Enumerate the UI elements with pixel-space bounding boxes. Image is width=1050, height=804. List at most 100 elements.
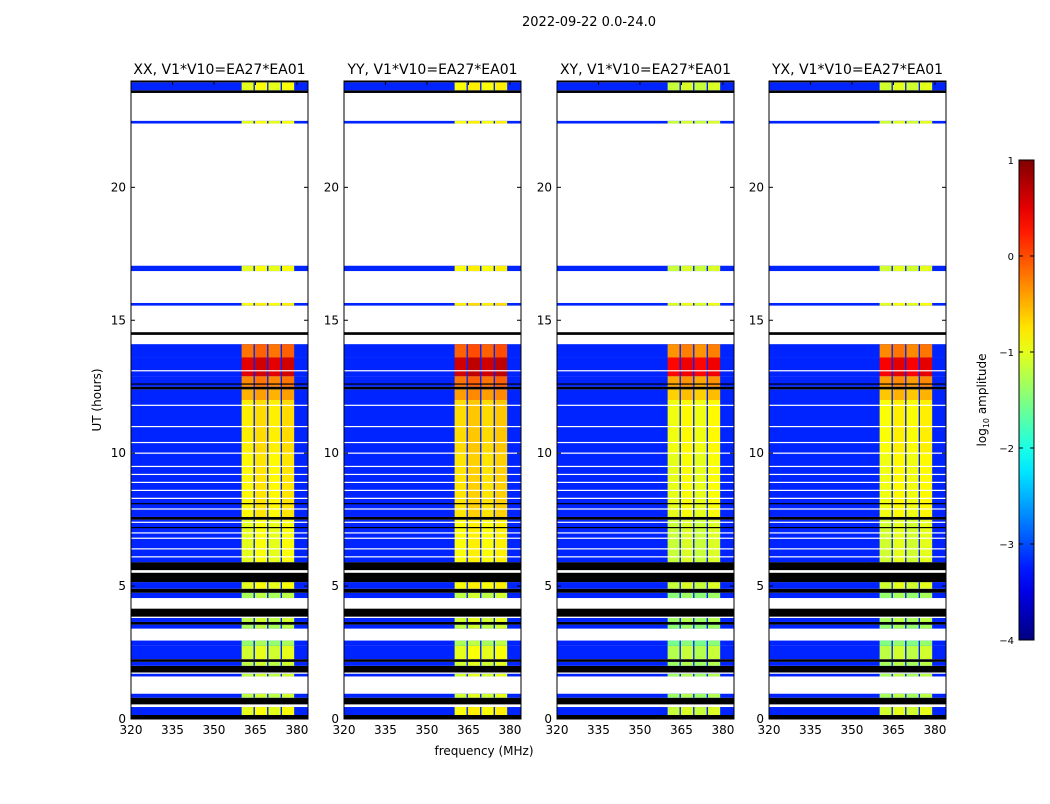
heatmap-cell-hot-band [454, 707, 467, 716]
flagged-segment [557, 608, 734, 617]
heatmap-cell-hot-band [495, 389, 508, 400]
y-tick-label: 0 [118, 712, 126, 726]
heatmap-cell-background [557, 693, 734, 698]
heatmap-cell-hot-band [254, 265, 268, 272]
heatmap-cell-background [344, 376, 521, 387]
heatmap-cell-hot-band [495, 376, 508, 387]
gap-line [344, 465, 521, 468]
heatmap-cell-hot-band [282, 592, 295, 599]
gap-line [344, 452, 521, 454]
heatmap-cell-background [769, 640, 946, 646]
flagged-segment [344, 697, 521, 705]
gap-line [131, 527, 308, 529]
colorbar-tick-label: 0 [1008, 252, 1014, 263]
heatmap-cell-hot-band [680, 389, 694, 400]
x-tick-label: 350 [841, 723, 864, 737]
flagged-segment [769, 81, 946, 83]
heatmap-cell-hot-band [241, 707, 254, 716]
flagged-segment [557, 665, 734, 673]
heatmap-cell-hot-band [481, 389, 494, 400]
gap-line [557, 521, 734, 523]
heatmap-cell-hot-band [708, 693, 721, 698]
heatmap-cell-hot-band [667, 673, 680, 677]
heatmap-cell-background [131, 645, 308, 660]
heatmap-cell-background [131, 376, 308, 387]
heatmap-cell-background [557, 640, 734, 646]
gap-line [131, 383, 308, 385]
flagged-segment [344, 332, 521, 335]
heatmap-cell-hot-band [920, 357, 933, 377]
gap-line [769, 503, 946, 505]
heatmap-cell-hot-band [920, 120, 933, 124]
heatmap-cell-hot-band [467, 453, 481, 517]
heatmap-cell-hot-band [694, 82, 707, 91]
gap-line [769, 497, 946, 499]
gap-line [557, 489, 734, 491]
heatmap-cell-hot-band [680, 617, 694, 622]
y-tick-label: 15 [537, 313, 552, 327]
heatmap-cell-hot-band [282, 302, 295, 306]
flagged-segment [557, 332, 734, 335]
heatmap-cell-hot-band [906, 302, 919, 306]
heatmap-cell-hot-band [906, 693, 919, 698]
heatmap-cell-background [557, 389, 734, 400]
gap-line [344, 532, 521, 534]
heatmap-cell-hot-band [694, 376, 707, 387]
heatmap-cell-hot-band [254, 357, 268, 377]
heatmap-cell-hot-band [708, 376, 721, 387]
heatmap-cell-hot-band [282, 661, 295, 666]
heatmap-cell-hot-band [467, 389, 481, 400]
flagged-segment [131, 81, 308, 83]
heatmap-cell-background [344, 673, 521, 677]
flagged-segment [131, 621, 308, 625]
heatmap-cell-hot-band [495, 519, 508, 563]
heatmap-cell-hot-band [454, 519, 467, 563]
panel-0: XX, V1*V10=EA27*EA01 0 5 10 15 20 320 335 350 365… [111, 62, 309, 737]
heatmap-cell-background [344, 344, 521, 358]
gap-line [557, 473, 734, 476]
heatmap-cell-background [344, 693, 521, 698]
heatmap-cell-background [344, 640, 521, 646]
heatmap-cell-hot-band [467, 519, 481, 563]
heatmap-cell-background [557, 617, 734, 622]
heatmap-cell-hot-band [879, 592, 892, 599]
heatmap-cell-hot-band [906, 617, 919, 622]
heatmap-cell-background [131, 617, 308, 622]
heatmap-cell-background [131, 592, 308, 599]
heatmap-cell-hot-band [481, 645, 494, 660]
flagged-segment [769, 332, 946, 335]
flagged-segment [131, 715, 308, 719]
heatmap-cell-hot-band [241, 389, 254, 400]
heatmap-cell-hot-band [495, 693, 508, 698]
gap-line [557, 503, 734, 505]
panel-frame [343, 80, 522, 720]
heatmap-cell-hot-band [467, 592, 481, 599]
flagged-segment [557, 516, 734, 520]
heatmap-cell-hot-band [282, 707, 295, 716]
heatmap-cell-hot-band [481, 376, 494, 387]
heatmap-cell-hot-band [694, 302, 707, 306]
heatmap-cell-hot-band [680, 673, 694, 677]
y-tick-label: 10 [111, 446, 126, 460]
heatmap-cell-hot-band [892, 302, 906, 306]
panel-frame [768, 80, 947, 720]
heatmap-cell-background [557, 265, 734, 272]
heatmap-cell-background [557, 120, 734, 124]
x-tick-label: 350 [416, 723, 439, 737]
heatmap-cell-hot-band [879, 344, 892, 358]
gap-line [557, 508, 734, 510]
heatmap-cell-hot-band [708, 357, 721, 377]
heatmap-cell-hot-band [454, 661, 467, 666]
heatmap-cell-hot-band [920, 376, 933, 387]
gap-line [131, 497, 308, 499]
heatmap-cell-hot-band [268, 582, 281, 589]
gap-line [557, 497, 734, 499]
flagged-segment [131, 572, 308, 583]
heatmap-cell-background [769, 673, 946, 677]
heatmap-cell-hot-band [481, 617, 494, 622]
flagged-segment [344, 516, 521, 520]
heatmap-cell-hot-band [708, 707, 721, 716]
heatmap-cell-hot-band [241, 265, 254, 272]
y-tick-label: 10 [537, 446, 552, 460]
gap-line [344, 527, 521, 529]
